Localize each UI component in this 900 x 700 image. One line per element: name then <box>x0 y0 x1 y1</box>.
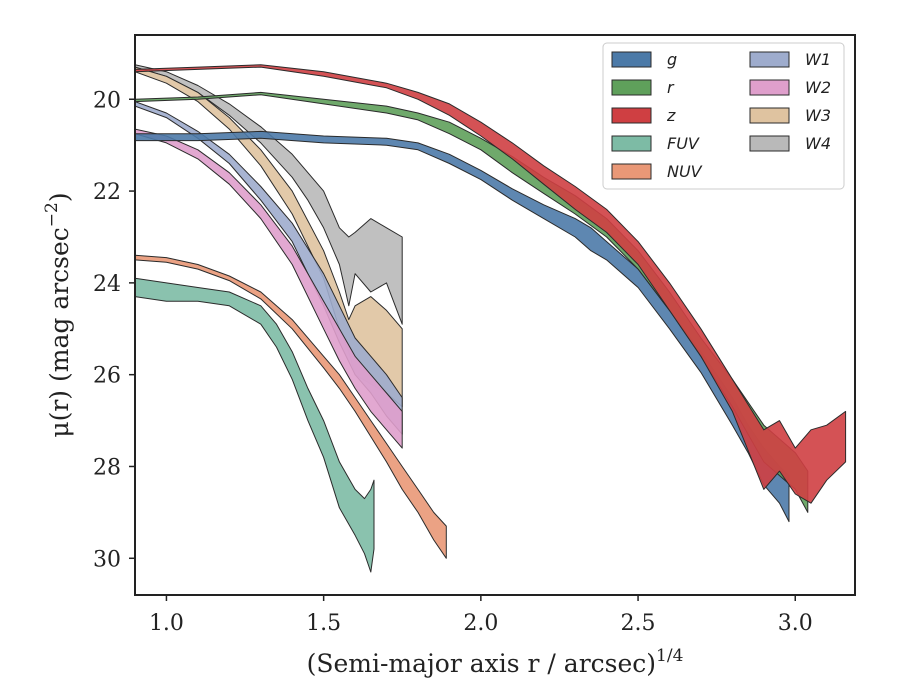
legend-label-W1: W1 <box>805 50 831 69</box>
x-axis-ticks: 1.0 1.5 2.0 2.5 3.0 <box>149 595 813 636</box>
y-axis-ticks: 20 22 24 26 28 30 <box>93 88 135 572</box>
legend-label-r: r <box>667 78 675 97</box>
legend-swatch-g <box>611 51 652 68</box>
legend-swatch-FUV <box>611 135 652 152</box>
y-tick-label: 24 <box>93 272 121 297</box>
band-g <box>135 130 790 523</box>
legend-label-z: z <box>666 106 676 125</box>
band-z <box>135 64 847 504</box>
x-axis-label: (Semi-major axis r / arcsec)1/4 <box>307 646 684 678</box>
profile-bands <box>135 64 847 573</box>
band-NUV <box>135 254 447 559</box>
legend-swatch-z <box>611 107 652 124</box>
y-tick-label: 30 <box>93 547 121 572</box>
x-tick-label: 2.0 <box>463 611 498 636</box>
legend-swatch-r <box>611 79 652 96</box>
band-W2 <box>135 128 403 449</box>
legend-swatch-NUV <box>611 163 652 180</box>
legend-label-W3: W3 <box>805 106 831 125</box>
legend-swatch-W2 <box>749 79 790 96</box>
y-tick-label: 26 <box>93 364 121 389</box>
legend-label-NUV: NUV <box>667 162 703 181</box>
x-tick-label: 2.5 <box>621 611 656 636</box>
x-tick-label: 1.5 <box>306 611 341 636</box>
legend-label-W4: W4 <box>805 134 831 153</box>
legend-swatch-W3 <box>749 107 790 124</box>
y-axis-label: μ(r) (mag arcsec−2) <box>42 192 74 437</box>
x-tick-label: 3.0 <box>778 611 813 636</box>
x-tick-label: 1.0 <box>149 611 184 636</box>
band-FUV <box>135 277 375 573</box>
legend-label-FUV: FUV <box>667 134 700 153</box>
plot-frame <box>134 34 856 596</box>
y-tick-label: 22 <box>93 180 121 205</box>
legend-swatch-W1 <box>749 51 790 68</box>
legend: grz FUV NUV W1 W2 W3 W4 <box>602 42 845 190</box>
legend-swatch-W4 <box>749 135 790 152</box>
y-tick-label: 28 <box>93 455 121 480</box>
y-tick-label: 20 <box>93 88 121 113</box>
legend-label-g: g <box>667 50 677 69</box>
legend-label-W2: W2 <box>805 78 831 97</box>
